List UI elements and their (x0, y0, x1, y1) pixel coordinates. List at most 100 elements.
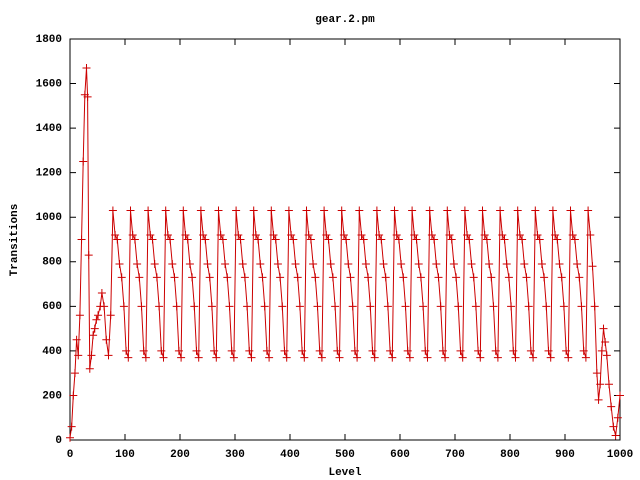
marker (540, 273, 549, 282)
marker (590, 302, 599, 311)
marker (126, 206, 135, 215)
y-axis-label: Transitions (9, 204, 21, 277)
marker (573, 260, 582, 269)
marker (273, 260, 282, 269)
marker (304, 231, 313, 240)
marker (509, 346, 518, 355)
marker (416, 273, 425, 282)
marker (183, 235, 192, 244)
y-tick-label: 1400 (36, 123, 62, 135)
marker (438, 346, 447, 355)
y-tick-label: 400 (42, 346, 62, 358)
marker (520, 260, 529, 269)
marker (72, 335, 81, 344)
marker (500, 235, 509, 244)
marker (291, 260, 300, 269)
marker (94, 311, 103, 320)
marker (452, 273, 461, 282)
marker (518, 235, 527, 244)
marker (388, 353, 397, 362)
marker (542, 302, 551, 311)
marker (170, 273, 179, 282)
marker (130, 235, 139, 244)
marker (243, 302, 252, 311)
marker (90, 324, 99, 333)
marker (430, 235, 439, 244)
marker (463, 231, 472, 240)
marker (150, 260, 159, 269)
marker (218, 235, 227, 244)
marker (557, 273, 566, 282)
marker (586, 231, 595, 240)
y-tick-label: 600 (42, 301, 62, 313)
marker (70, 369, 79, 378)
marker (607, 402, 616, 411)
marker (399, 273, 408, 282)
marker (390, 206, 399, 215)
marker (74, 351, 83, 360)
marker (159, 353, 168, 362)
marker (394, 235, 403, 244)
marker (122, 346, 131, 355)
marker (601, 337, 610, 346)
marker (599, 324, 608, 333)
marker (489, 302, 498, 311)
x-tick-label: 400 (280, 449, 300, 461)
marker (223, 273, 232, 282)
marker (515, 231, 524, 240)
marker (537, 260, 546, 269)
marker (265, 353, 274, 362)
marker (225, 302, 234, 311)
marker (522, 273, 531, 282)
marker (199, 231, 208, 240)
marker (181, 231, 190, 240)
y-tick-label: 1000 (36, 212, 62, 224)
marker (456, 346, 465, 355)
marker (133, 260, 142, 269)
marker (379, 260, 388, 269)
marker (148, 235, 157, 244)
marker (139, 346, 148, 355)
marker (460, 206, 469, 215)
marker (359, 235, 368, 244)
marker (146, 231, 155, 240)
marker (467, 260, 476, 269)
marker (196, 206, 205, 215)
marker (84, 251, 93, 260)
marker (106, 311, 115, 320)
marker (177, 353, 186, 362)
y-tick-label: 1600 (36, 78, 62, 90)
marker (194, 353, 203, 362)
marker (157, 346, 166, 355)
x-tick-label: 100 (115, 449, 135, 461)
marker (498, 231, 507, 240)
marker (214, 206, 223, 215)
marker (337, 206, 346, 215)
marker (166, 235, 175, 244)
marker (513, 206, 522, 215)
marker (260, 302, 269, 311)
marker (87, 351, 96, 360)
marker (436, 302, 445, 311)
marker (240, 273, 249, 282)
marker (531, 206, 540, 215)
marker (344, 260, 353, 269)
marker (478, 206, 487, 215)
marker (372, 206, 381, 215)
x-axis-label: Level (328, 467, 361, 479)
marker (405, 353, 414, 362)
marker (124, 353, 133, 362)
marker (504, 273, 513, 282)
y-tick-label: 1200 (36, 168, 62, 180)
marker (412, 235, 421, 244)
marker (229, 353, 238, 362)
marker (419, 302, 428, 311)
marker (309, 260, 318, 269)
marker (524, 302, 533, 311)
marker (205, 273, 214, 282)
marker (284, 206, 293, 215)
marker (155, 302, 164, 311)
marker (293, 273, 302, 282)
